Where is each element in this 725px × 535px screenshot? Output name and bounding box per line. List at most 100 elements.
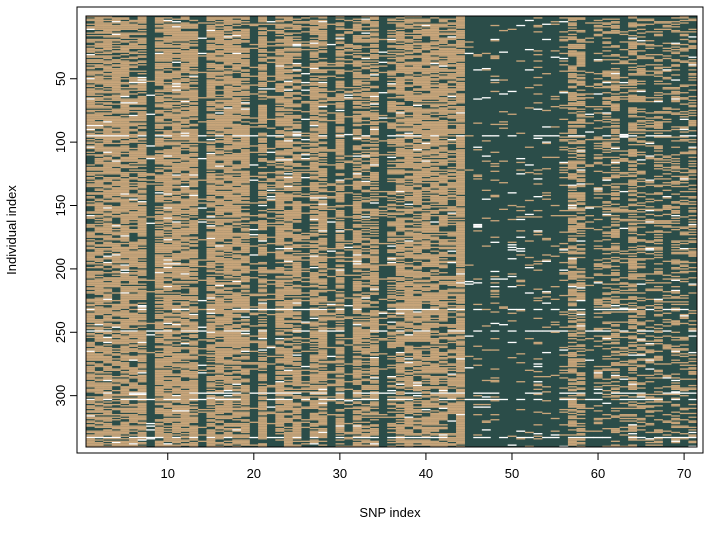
genotype-cell — [456, 65, 465, 67]
genotype-cell — [103, 102, 113, 104]
genotype-cell — [232, 100, 242, 103]
genotype-cell — [645, 180, 655, 183]
genotype-cell — [120, 128, 130, 131]
genotype-cell — [129, 84, 138, 86]
genotype-cell — [275, 61, 285, 63]
genotype-cell — [352, 26, 362, 28]
genotype-cell — [163, 155, 173, 157]
genotype-cell — [335, 152, 345, 155]
genotype-cell — [189, 171, 199, 174]
genotype-cell — [628, 37, 638, 39]
genotype-cell — [602, 32, 612, 34]
genotype-cell — [129, 108, 138, 110]
genotype-cell — [378, 114, 388, 117]
genotype-cell — [283, 112, 293, 114]
genotype-cell — [206, 47, 216, 50]
genotype-cell — [653, 199, 663, 202]
genotype-cell — [283, 199, 293, 202]
genotype-cell — [404, 78, 414, 80]
genotype-cell — [103, 99, 113, 101]
genotype-cell — [361, 123, 371, 126]
genotype-cell — [421, 103, 431, 105]
genotype-cell — [172, 31, 181, 33]
genotype-cell — [215, 69, 224, 71]
genotype-cell — [387, 62, 397, 65]
genotype-cell — [215, 156, 224, 159]
genotype-cell — [430, 127, 440, 129]
genotype-cell — [103, 146, 113, 148]
genotype-cell — [636, 196, 646, 198]
genotype-cell — [189, 51, 199, 53]
genotype-cell — [653, 168, 663, 170]
genotype-cell — [172, 160, 181, 162]
genotype-cell — [266, 57, 276, 60]
genotype-cell — [421, 59, 431, 61]
genotype-cell — [283, 154, 293, 156]
genotype-cell — [163, 95, 173, 98]
genotype-cell — [292, 64, 302, 66]
genotype-cell — [602, 85, 612, 88]
genotype-cell — [593, 83, 603, 85]
genotype-cell — [335, 23, 345, 25]
genotype-cell — [438, 40, 448, 42]
genotype-cell — [137, 118, 147, 120]
genotype-cell — [447, 150, 457, 152]
genotype-cell — [292, 93, 302, 95]
genotype-cell — [352, 24, 362, 27]
genotype-cell — [154, 24, 164, 27]
genotype-cell — [223, 146, 233, 148]
genotype-cell — [129, 99, 138, 101]
genotype-cell — [172, 125, 181, 127]
genotype-cell — [335, 89, 345, 91]
genotype-cell — [223, 159, 233, 161]
genotype-cell — [438, 190, 448, 193]
genotype-cell — [662, 21, 672, 23]
genotype-cell — [456, 83, 465, 85]
genotype-cell — [111, 201, 121, 203]
genotype-cell — [653, 64, 663, 66]
genotype-cell — [438, 75, 448, 77]
genotype-cell — [318, 75, 328, 77]
genotype-cell — [593, 52, 603, 55]
genotype-cell — [387, 180, 397, 183]
genotype-cell — [129, 27, 138, 29]
genotype-cell — [688, 64, 698, 66]
genotype-cell — [671, 128, 681, 131]
genotype-cell — [180, 55, 190, 57]
genotype-cell — [456, 114, 465, 117]
genotype-cell — [585, 164, 595, 166]
genotype-cell — [576, 194, 586, 197]
genotype-cell — [413, 138, 422, 141]
genotype-cell — [283, 149, 293, 151]
genotype-cell — [490, 194, 500, 197]
genotype-cell — [335, 188, 345, 190]
genotype-cell — [456, 178, 465, 180]
genotype-cell — [258, 114, 268, 117]
genotype-cell — [576, 103, 586, 105]
genotype-cell — [413, 42, 422, 44]
genotype-cell — [232, 183, 242, 185]
genotype-cell — [129, 116, 138, 118]
genotype-cell — [628, 42, 638, 44]
genotype-cell — [456, 46, 465, 48]
genotype-cell — [430, 75, 440, 77]
genotype-cell — [129, 188, 138, 190]
genotype-cell — [232, 114, 242, 117]
genotype-cell — [438, 111, 448, 113]
genotype-cell — [103, 196, 113, 198]
genotype-cell — [576, 125, 586, 127]
genotype-cell — [137, 202, 147, 204]
genotype-cell — [628, 190, 638, 193]
genotype-cell — [636, 126, 646, 128]
genotype-cell — [387, 103, 397, 105]
genotype-cell — [395, 59, 405, 61]
genotype-cell — [585, 122, 595, 124]
genotype-cell — [456, 152, 465, 155]
genotype-cell — [542, 192, 552, 194]
genotype-cell — [490, 57, 500, 60]
genotype-cell — [86, 78, 95, 80]
genotype-cell — [430, 26, 440, 28]
genotype-cell — [421, 61, 431, 63]
genotype-cell — [111, 35, 121, 37]
genotype-cell — [404, 189, 414, 191]
